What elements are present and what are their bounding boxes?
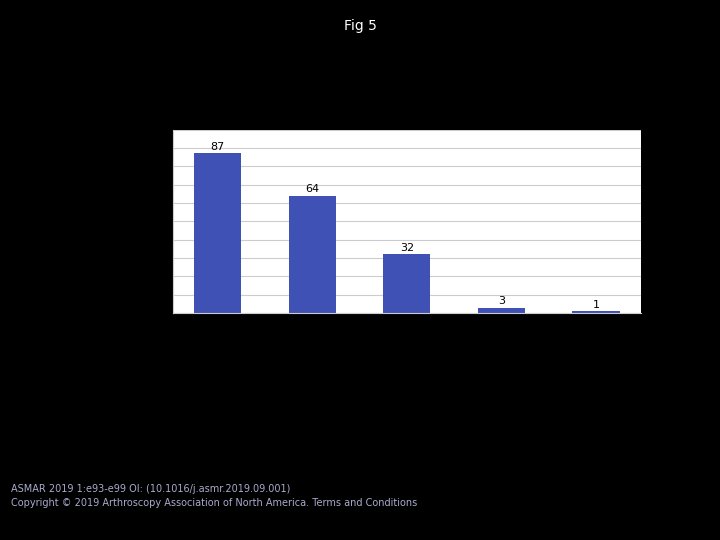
Text: 3: 3 xyxy=(498,296,505,306)
Bar xyxy=(289,195,336,313)
Text: Fig 5: Fig 5 xyxy=(343,19,377,33)
Text: 87: 87 xyxy=(210,141,225,152)
Bar xyxy=(383,254,431,313)
Title: Number of Publications by Region: Number of Publications by Region xyxy=(277,109,536,124)
Text: ASMAR 2019 1:e93-e99 OI: (10.1016/j.asmr.2019.09.001): ASMAR 2019 1:e93-e99 OI: (10.1016/j.asmr… xyxy=(11,484,290,494)
Bar xyxy=(194,153,241,313)
Text: 32: 32 xyxy=(400,242,414,253)
Text: Copyright © 2019 Arthroscopy Association of North America. Terms and Conditions: Copyright © 2019 Arthroscopy Association… xyxy=(11,497,417,508)
Text: 1: 1 xyxy=(593,300,599,309)
Bar xyxy=(477,308,525,313)
Bar xyxy=(572,312,619,313)
Text: 64: 64 xyxy=(305,184,319,194)
